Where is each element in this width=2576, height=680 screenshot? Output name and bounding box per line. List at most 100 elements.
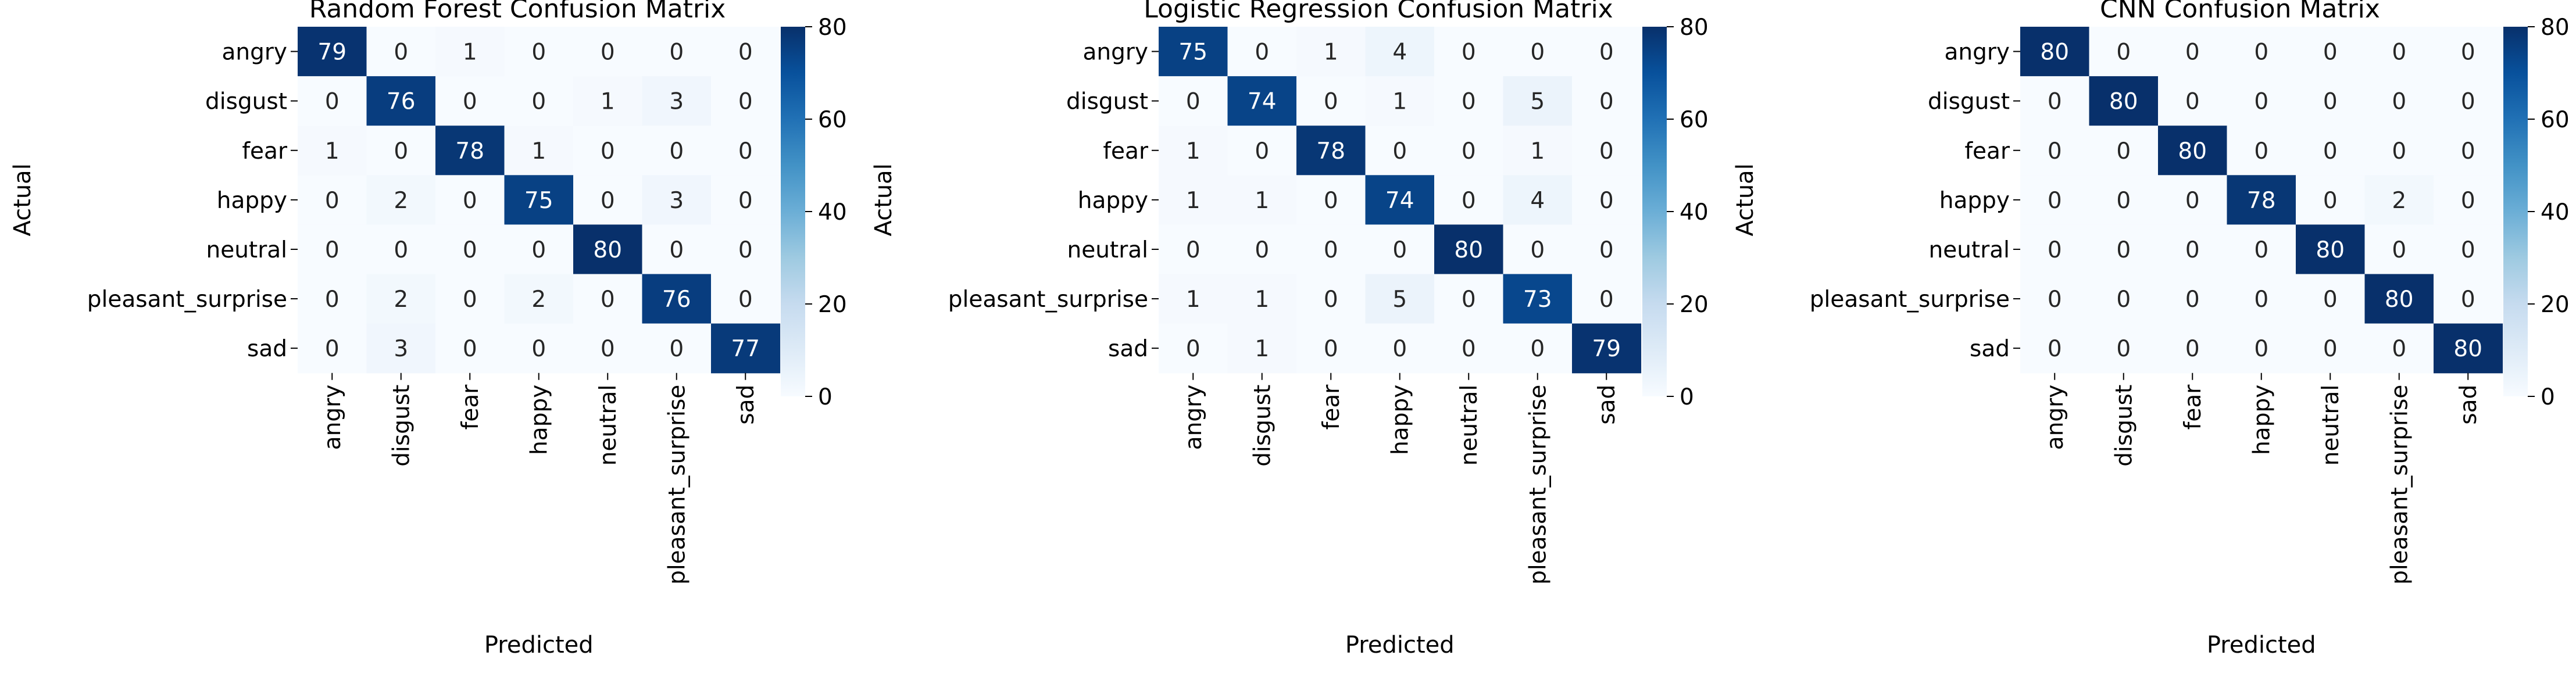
heatmap-cell xyxy=(504,27,574,77)
heatmap-cell xyxy=(1572,126,1642,176)
heatmap-cell xyxy=(1434,323,1504,374)
colorbar-tick-label: 0 xyxy=(818,384,833,410)
heatmap-cell xyxy=(1572,323,1642,374)
cell-value-label: 0 xyxy=(601,138,615,164)
cell-value-label: 0 xyxy=(2323,89,2338,115)
cell-value-label: 0 xyxy=(1392,336,1407,362)
y-tick-label: neutral xyxy=(206,237,288,263)
heatmap-cell xyxy=(2364,323,2434,374)
cell-value-label: 2 xyxy=(394,287,408,313)
heatmap-cell xyxy=(1159,76,1228,126)
heatmap-cell xyxy=(1227,323,1297,374)
heatmap-cell xyxy=(711,76,781,126)
heatmap-cell xyxy=(1365,274,1435,324)
heatmap-cell xyxy=(1296,224,1366,275)
heatmap-cell xyxy=(1503,76,1573,126)
heatmap-cell xyxy=(2364,274,2434,324)
cell-value-label: 1 xyxy=(1186,188,1201,214)
cell-value-label: 0 xyxy=(463,336,477,362)
x-tick-label: angry xyxy=(320,385,346,450)
heatmap-cell xyxy=(642,76,712,126)
x-tick-label: disgust xyxy=(1250,385,1276,467)
cell-value-label: 0 xyxy=(2392,336,2406,362)
x-tick-label: fear xyxy=(1319,384,1345,430)
cell-value-label: 0 xyxy=(2323,287,2338,313)
heatmap-cell xyxy=(2020,27,2090,77)
cell-value-label: 0 xyxy=(2323,138,2338,164)
cell-value-label: 0 xyxy=(2185,287,2200,313)
x-axis-label: Predicted xyxy=(484,632,594,658)
heatmap-cell xyxy=(2434,323,2503,374)
heatmap-cell xyxy=(711,126,781,176)
cell-value-label: 0 xyxy=(1324,237,1338,263)
heatmap-cell xyxy=(2227,76,2296,126)
heatmap-cell xyxy=(1503,224,1573,275)
heatmap-cell xyxy=(573,274,643,324)
x-tick-label: happy xyxy=(2249,385,2275,455)
x-tick-label: sad xyxy=(733,385,759,425)
heatmap-cell xyxy=(2020,224,2090,275)
cell-value-label: 0 xyxy=(531,89,546,115)
cell-value-label: 80 xyxy=(2453,336,2482,362)
x-tick-label: neutral xyxy=(1456,385,1482,466)
x-tick-label: happy xyxy=(527,385,553,455)
colorbar-tick-label: 60 xyxy=(1680,107,1709,133)
colorbar: 0 20 40 60 80 xyxy=(781,15,847,410)
cell-value-label: 0 xyxy=(2461,237,2475,263)
heatmap-cell xyxy=(298,175,367,225)
heatmap-cell xyxy=(1503,126,1573,176)
cell-value-label: 0 xyxy=(2185,336,2200,362)
cell-value-label: 0 xyxy=(601,287,615,313)
heatmap-cell xyxy=(573,175,643,225)
heatmap-cell xyxy=(298,323,367,374)
heatmap-cell xyxy=(504,274,574,324)
heatmap-cell xyxy=(2158,175,2228,225)
cell-value-label: 80 xyxy=(2316,237,2345,263)
heatmap-cell xyxy=(1572,175,1642,225)
heatmap-cell xyxy=(2020,175,2090,225)
heatmap-cell xyxy=(711,27,781,77)
heatmap-cell xyxy=(1365,323,1435,374)
cell-value-label: 0 xyxy=(1599,188,1614,214)
heatmap-cell xyxy=(2227,126,2296,176)
heatmap-cell xyxy=(2020,126,2090,176)
cell-value-label: 73 xyxy=(1523,287,1552,313)
cell-value-label: 1 xyxy=(1255,188,1269,214)
cell-value-label: 1 xyxy=(601,89,615,115)
cell-value-label: 0 xyxy=(2116,336,2131,362)
heatmap-cell xyxy=(711,224,781,275)
cell-value-label: 0 xyxy=(2116,287,2131,313)
cell-value-label: 0 xyxy=(1530,237,1545,263)
heatmap-cell xyxy=(2089,126,2159,176)
heatmap-cell xyxy=(642,224,712,275)
cell-value-label: 0 xyxy=(2392,138,2406,164)
cell-value-label: 0 xyxy=(2323,336,2338,362)
heatmap-cell xyxy=(1434,224,1504,275)
cell-value-label: 0 xyxy=(1392,138,1407,164)
heatmap-cell xyxy=(1365,76,1435,126)
x-tick-label: sad xyxy=(1594,385,1620,425)
heatmap-cell xyxy=(2089,224,2159,275)
cell-value-label: 0 xyxy=(1324,89,1338,115)
heatmap-cell xyxy=(711,175,781,225)
x-tick-label: neutral xyxy=(595,385,621,466)
heatmap-cell xyxy=(504,76,574,126)
heatmap-cell xyxy=(711,274,781,324)
cell-value-label: 79 xyxy=(1592,336,1621,362)
cell-value-label: 79 xyxy=(317,40,346,66)
heatmap-cell xyxy=(1227,224,1297,275)
heatmap-cell xyxy=(1159,224,1228,275)
heatmap-cell xyxy=(2434,76,2503,126)
heatmap-cell xyxy=(1365,126,1435,176)
cell-value-label: 0 xyxy=(1324,336,1338,362)
heatmap-cell xyxy=(2227,323,2296,374)
y-tick-label: sad xyxy=(247,336,287,362)
x-tick-label: fear xyxy=(2180,384,2206,430)
cell-value-label: 0 xyxy=(2185,89,2200,115)
heatmap-cell xyxy=(2020,76,2090,126)
cell-value-label: 0 xyxy=(1392,237,1407,263)
heatmap-cell xyxy=(1572,27,1642,77)
heatmap-cell xyxy=(2089,323,2159,374)
heatmap-cell xyxy=(2227,27,2296,77)
cell-value-label: 0 xyxy=(1255,40,1269,66)
